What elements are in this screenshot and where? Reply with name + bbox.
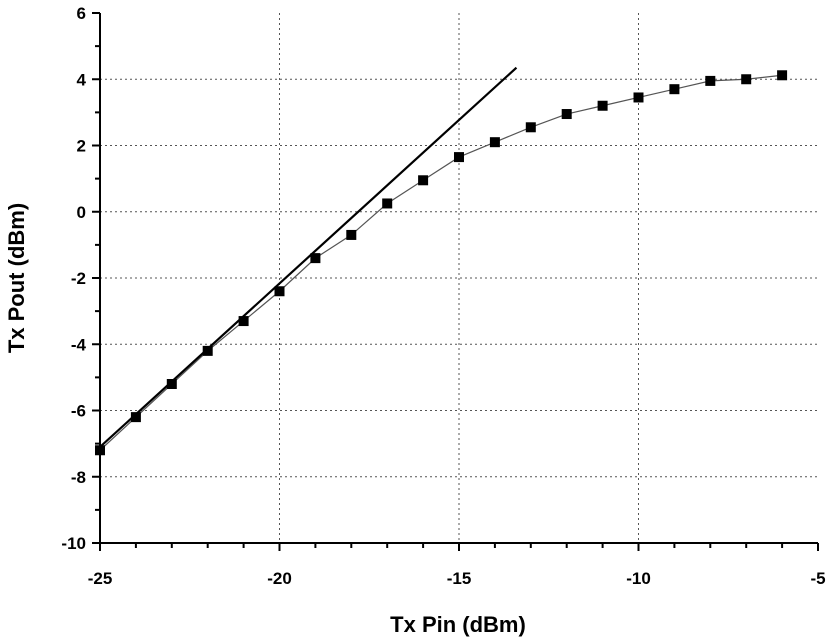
data-point-marker: [238, 316, 249, 327]
grid-lines: [100, 13, 818, 543]
data-point-marker: [705, 75, 716, 86]
data-point-marker: [561, 109, 572, 120]
linear-fit-line: [99, 66, 518, 448]
axes: [92, 12, 819, 551]
y-tick-label: 2: [77, 137, 86, 156]
x-tick-label: -20: [267, 569, 292, 588]
data-point-marker: [202, 345, 213, 356]
y-tick-label: 4: [77, 70, 87, 89]
data-point-marker: [130, 412, 141, 423]
data-point-marker: [274, 286, 285, 297]
x-tick-label: -10: [626, 569, 651, 588]
y-tick-label: -8: [71, 468, 86, 487]
y-tick-labels: -10 -8 -6 -4 -2 0 2 4 6: [61, 4, 86, 553]
data-point-marker: [454, 152, 464, 163]
y-tick-label: -2: [71, 269, 86, 288]
data-point-marker: [633, 92, 644, 103]
data-point-marker: [166, 379, 177, 389]
data-point-marker: [525, 122, 536, 133]
data-point-marker: [95, 445, 105, 456]
x-tick-label: -5: [810, 569, 825, 588]
y-axis-title: Tx Pout (dBm): [4, 203, 29, 353]
data-point-marker: [418, 175, 429, 186]
data-point-marker: [669, 84, 680, 95]
y-tick-label: -4: [71, 335, 87, 354]
y-tick-label: -10: [61, 534, 86, 553]
y-tick-label: 6: [77, 4, 86, 23]
data-point-marker: [777, 70, 788, 81]
x-axis-title: Tx Pin (dBm): [390, 612, 526, 637]
data-point-marker: [597, 100, 608, 111]
x-tick-label: -15: [447, 569, 472, 588]
data-point-marker: [489, 137, 500, 148]
measured-series-line: [99, 74, 783, 451]
data-point-marker: [741, 74, 752, 85]
series-layer: [95, 66, 788, 456]
x-tick-labels: -25 -20 -15 -10 -5: [88, 569, 826, 588]
x-tick-label: -25: [88, 569, 113, 588]
data-point-marker: [346, 229, 357, 240]
data-point-marker: [382, 198, 393, 209]
data-point-marker: [310, 253, 321, 264]
y-tick-label: -6: [71, 402, 86, 421]
y-tick-label: 0: [77, 203, 86, 222]
